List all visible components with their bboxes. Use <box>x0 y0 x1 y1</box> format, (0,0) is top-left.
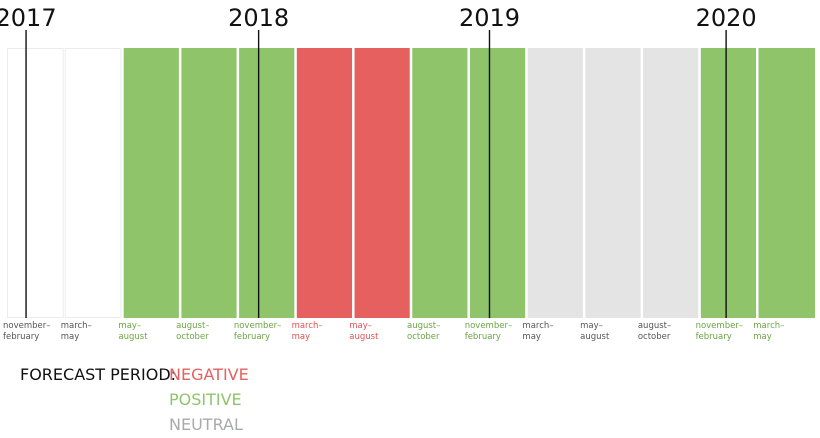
legend-neutral: NEUTRAL <box>169 415 243 434</box>
period-block-4-positive <box>180 48 238 318</box>
legend-negative: NEGATIVE <box>169 365 249 384</box>
period-block-3-positive <box>122 48 181 318</box>
period-block-8-positive <box>411 48 469 318</box>
period-label-7-line2: august <box>349 332 379 342</box>
period-block-12-neutral <box>641 48 700 318</box>
period-label-3-line2: august <box>118 332 148 342</box>
period-block-1-empty <box>7 48 65 318</box>
year-label-2019: 2019 <box>459 4 520 32</box>
period-label-7-line1: may– <box>349 321 372 331</box>
period-block-13-positive <box>699 48 758 318</box>
period-label-9-line1: november– <box>465 321 513 331</box>
period-block-9-positive <box>468 48 527 318</box>
period-label-10-line2: may <box>522 332 541 342</box>
period-label-2-line2: may <box>61 332 80 342</box>
period-block-2-empty <box>64 48 123 318</box>
year-markers: 2017 2018 2019 2020 <box>0 4 757 318</box>
period-label-12-line1: august– <box>638 321 671 331</box>
legend-positive: POSITIVE <box>169 390 242 409</box>
forecast-timeline-chart: 2017 2018 2019 2020 november–februarymarch–… <box>0 4 815 342</box>
empty-block-outline <box>7 48 64 318</box>
period-block-5-positive <box>237 48 296 318</box>
period-label-2-line1: march– <box>61 321 92 331</box>
period-label-11-line2: august <box>580 332 610 342</box>
period-block-10-neutral <box>526 48 585 318</box>
period-label-5-line2: february <box>234 332 270 342</box>
period-label-1-line1: november– <box>3 321 51 331</box>
period-label-13-line2: february <box>696 332 732 342</box>
period-label-8-line2: october <box>407 332 440 342</box>
period-label-11-line1: may– <box>580 321 603 331</box>
period-label-8-line1: august– <box>407 321 440 331</box>
period-label-6-line1: march– <box>292 321 323 331</box>
period-label-1-line2: february <box>3 332 39 342</box>
period-label-10-line1: march– <box>522 321 553 331</box>
period-label-4-line2: october <box>176 332 209 342</box>
period-labels: november–februarymarch–maymay–augustaugu… <box>3 321 784 342</box>
period-blocks <box>7 48 815 318</box>
period-block-6-negative <box>295 48 354 318</box>
period-label-13-line1: november– <box>696 321 744 331</box>
period-block-7-negative <box>353 48 411 318</box>
year-label-2020: 2020 <box>696 4 757 32</box>
period-label-3-line1: may– <box>118 321 141 331</box>
legend-title: FORECAST PERIOD: <box>20 365 177 384</box>
period-block-14-positive <box>757 48 815 318</box>
period-label-6-line2: may <box>292 332 311 342</box>
period-label-12-line2: october <box>638 332 671 342</box>
empty-block-outline <box>64 48 122 318</box>
period-label-4-line1: august– <box>176 321 209 331</box>
year-label-2018: 2018 <box>228 4 289 32</box>
period-block-11-neutral <box>584 48 642 318</box>
period-label-9-line2: february <box>465 332 501 342</box>
period-label-14-line2: may <box>753 332 772 342</box>
period-label-14-line1: march– <box>753 321 784 331</box>
period-label-5-line1: november– <box>234 321 282 331</box>
year-label-2017: 2017 <box>0 4 57 32</box>
